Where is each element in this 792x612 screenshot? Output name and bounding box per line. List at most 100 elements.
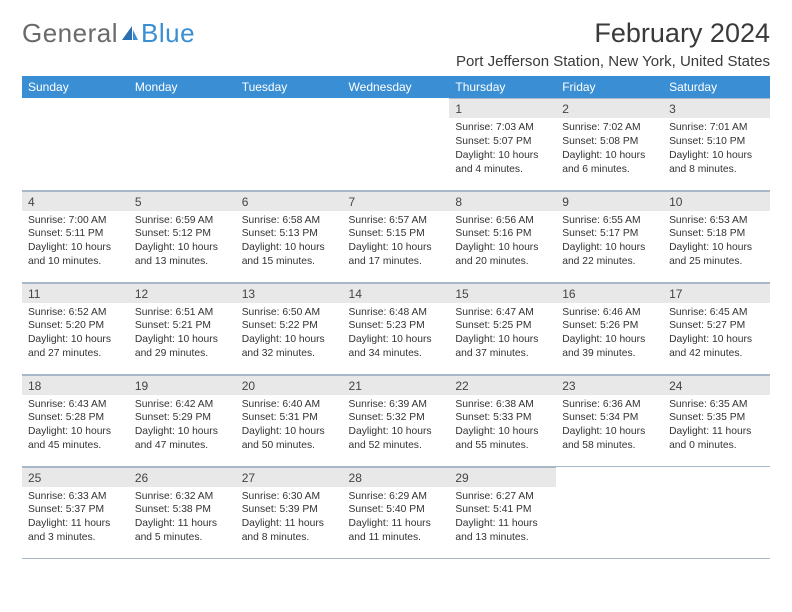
logo-text-blue: Blue bbox=[141, 18, 195, 49]
day-number: 14 bbox=[343, 283, 450, 303]
calendar-empty-cell bbox=[663, 466, 770, 558]
calendar-day-cell: 19Sunrise: 6:42 AMSunset: 5:29 PMDayligh… bbox=[129, 374, 236, 466]
day-info: Sunrise: 6:50 AMSunset: 5:22 PMDaylight:… bbox=[236, 303, 343, 364]
calendar-day-cell: 8Sunrise: 6:56 AMSunset: 5:16 PMDaylight… bbox=[449, 190, 556, 282]
day-number: 3 bbox=[663, 98, 770, 118]
day-header: Thursday bbox=[449, 76, 556, 98]
day-number: 10 bbox=[663, 191, 770, 211]
day-info: Sunrise: 6:43 AMSunset: 5:28 PMDaylight:… bbox=[22, 395, 129, 456]
day-number: 22 bbox=[449, 375, 556, 395]
day-info: Sunrise: 6:48 AMSunset: 5:23 PMDaylight:… bbox=[343, 303, 450, 364]
calendar-body: 1Sunrise: 7:03 AMSunset: 5:07 PMDaylight… bbox=[22, 98, 770, 558]
day-number: 16 bbox=[556, 283, 663, 303]
day-info: Sunrise: 6:53 AMSunset: 5:18 PMDaylight:… bbox=[663, 211, 770, 272]
calendar-day-cell: 10Sunrise: 6:53 AMSunset: 5:18 PMDayligh… bbox=[663, 190, 770, 282]
calendar-day-cell: 6Sunrise: 6:58 AMSunset: 5:13 PMDaylight… bbox=[236, 190, 343, 282]
day-info: Sunrise: 6:30 AMSunset: 5:39 PMDaylight:… bbox=[236, 487, 343, 548]
day-info: Sunrise: 6:47 AMSunset: 5:25 PMDaylight:… bbox=[449, 303, 556, 364]
day-info: Sunrise: 6:36 AMSunset: 5:34 PMDaylight:… bbox=[556, 395, 663, 456]
day-info: Sunrise: 6:45 AMSunset: 5:27 PMDaylight:… bbox=[663, 303, 770, 364]
day-number: 2 bbox=[556, 98, 663, 118]
calendar-day-cell: 11Sunrise: 6:52 AMSunset: 5:20 PMDayligh… bbox=[22, 282, 129, 374]
title-block: February 2024 Port Jefferson Station, Ne… bbox=[456, 18, 770, 70]
day-number: 9 bbox=[556, 191, 663, 211]
day-number: 24 bbox=[663, 375, 770, 395]
day-info: Sunrise: 7:00 AMSunset: 5:11 PMDaylight:… bbox=[22, 211, 129, 272]
day-number: 4 bbox=[22, 191, 129, 211]
calendar-day-cell: 18Sunrise: 6:43 AMSunset: 5:28 PMDayligh… bbox=[22, 374, 129, 466]
calendar-day-cell: 9Sunrise: 6:55 AMSunset: 5:17 PMDaylight… bbox=[556, 190, 663, 282]
calendar-empty-cell bbox=[343, 98, 450, 190]
day-header: Saturday bbox=[663, 76, 770, 98]
calendar-day-cell: 26Sunrise: 6:32 AMSunset: 5:38 PMDayligh… bbox=[129, 466, 236, 558]
day-number: 27 bbox=[236, 467, 343, 487]
day-info: Sunrise: 6:27 AMSunset: 5:41 PMDaylight:… bbox=[449, 487, 556, 548]
calendar-day-cell: 3Sunrise: 7:01 AMSunset: 5:10 PMDaylight… bbox=[663, 98, 770, 190]
day-number: 18 bbox=[22, 375, 129, 395]
calendar-day-cell: 17Sunrise: 6:45 AMSunset: 5:27 PMDayligh… bbox=[663, 282, 770, 374]
day-number: 19 bbox=[129, 375, 236, 395]
calendar-table: SundayMondayTuesdayWednesdayThursdayFrid… bbox=[22, 76, 770, 559]
calendar-empty-cell bbox=[22, 98, 129, 190]
day-info: Sunrise: 6:56 AMSunset: 5:16 PMDaylight:… bbox=[449, 211, 556, 272]
day-info: Sunrise: 6:38 AMSunset: 5:33 PMDaylight:… bbox=[449, 395, 556, 456]
calendar-day-cell: 1Sunrise: 7:03 AMSunset: 5:07 PMDaylight… bbox=[449, 98, 556, 190]
day-number: 23 bbox=[556, 375, 663, 395]
day-number: 7 bbox=[343, 191, 450, 211]
day-number: 5 bbox=[129, 191, 236, 211]
month-title: February 2024 bbox=[456, 18, 770, 49]
day-info: Sunrise: 6:58 AMSunset: 5:13 PMDaylight:… bbox=[236, 211, 343, 272]
location-text: Port Jefferson Station, New York, United… bbox=[456, 53, 770, 70]
day-info: Sunrise: 6:51 AMSunset: 5:21 PMDaylight:… bbox=[129, 303, 236, 364]
day-number: 28 bbox=[343, 467, 450, 487]
calendar-day-cell: 12Sunrise: 6:51 AMSunset: 5:21 PMDayligh… bbox=[129, 282, 236, 374]
day-info: Sunrise: 7:01 AMSunset: 5:10 PMDaylight:… bbox=[663, 118, 770, 179]
calendar-day-cell: 29Sunrise: 6:27 AMSunset: 5:41 PMDayligh… bbox=[449, 466, 556, 558]
day-info: Sunrise: 6:33 AMSunset: 5:37 PMDaylight:… bbox=[22, 487, 129, 548]
day-header: Sunday bbox=[22, 76, 129, 98]
day-info: Sunrise: 6:42 AMSunset: 5:29 PMDaylight:… bbox=[129, 395, 236, 456]
day-info: Sunrise: 7:03 AMSunset: 5:07 PMDaylight:… bbox=[449, 118, 556, 179]
logo-text-general: General bbox=[22, 18, 118, 49]
calendar-page: General Blue February 2024 Port Jefferso… bbox=[22, 18, 770, 559]
day-number: 20 bbox=[236, 375, 343, 395]
day-number: 15 bbox=[449, 283, 556, 303]
day-info: Sunrise: 6:40 AMSunset: 5:31 PMDaylight:… bbox=[236, 395, 343, 456]
day-info: Sunrise: 6:59 AMSunset: 5:12 PMDaylight:… bbox=[129, 211, 236, 272]
calendar-day-cell: 27Sunrise: 6:30 AMSunset: 5:39 PMDayligh… bbox=[236, 466, 343, 558]
day-header-row: SundayMondayTuesdayWednesdayThursdayFrid… bbox=[22, 76, 770, 98]
calendar-day-cell: 13Sunrise: 6:50 AMSunset: 5:22 PMDayligh… bbox=[236, 282, 343, 374]
day-number: 12 bbox=[129, 283, 236, 303]
day-number: 1 bbox=[449, 98, 556, 118]
calendar-day-cell: 20Sunrise: 6:40 AMSunset: 5:31 PMDayligh… bbox=[236, 374, 343, 466]
day-number: 17 bbox=[663, 283, 770, 303]
day-number: 29 bbox=[449, 467, 556, 487]
calendar-day-cell: 28Sunrise: 6:29 AMSunset: 5:40 PMDayligh… bbox=[343, 466, 450, 558]
day-info: Sunrise: 6:52 AMSunset: 5:20 PMDaylight:… bbox=[22, 303, 129, 364]
page-header: General Blue February 2024 Port Jefferso… bbox=[22, 18, 770, 70]
day-header: Monday bbox=[129, 76, 236, 98]
calendar-day-cell: 15Sunrise: 6:47 AMSunset: 5:25 PMDayligh… bbox=[449, 282, 556, 374]
day-number: 13 bbox=[236, 283, 343, 303]
logo-sail-icon bbox=[120, 28, 140, 42]
day-number: 8 bbox=[449, 191, 556, 211]
day-number: 25 bbox=[22, 467, 129, 487]
calendar-week-row: 25Sunrise: 6:33 AMSunset: 5:37 PMDayligh… bbox=[22, 466, 770, 558]
calendar-day-cell: 25Sunrise: 6:33 AMSunset: 5:37 PMDayligh… bbox=[22, 466, 129, 558]
day-number: 6 bbox=[236, 191, 343, 211]
day-info: Sunrise: 6:46 AMSunset: 5:26 PMDaylight:… bbox=[556, 303, 663, 364]
calendar-day-cell: 14Sunrise: 6:48 AMSunset: 5:23 PMDayligh… bbox=[343, 282, 450, 374]
calendar-day-cell: 22Sunrise: 6:38 AMSunset: 5:33 PMDayligh… bbox=[449, 374, 556, 466]
calendar-day-cell: 16Sunrise: 6:46 AMSunset: 5:26 PMDayligh… bbox=[556, 282, 663, 374]
calendar-empty-cell bbox=[129, 98, 236, 190]
logo: General Blue bbox=[22, 18, 195, 49]
day-info: Sunrise: 6:39 AMSunset: 5:32 PMDaylight:… bbox=[343, 395, 450, 456]
calendar-day-cell: 4Sunrise: 7:00 AMSunset: 5:11 PMDaylight… bbox=[22, 190, 129, 282]
day-number: 26 bbox=[129, 467, 236, 487]
day-info: Sunrise: 6:35 AMSunset: 5:35 PMDaylight:… bbox=[663, 395, 770, 456]
day-number: 11 bbox=[22, 283, 129, 303]
calendar-week-row: 4Sunrise: 7:00 AMSunset: 5:11 PMDaylight… bbox=[22, 190, 770, 282]
day-info: Sunrise: 6:29 AMSunset: 5:40 PMDaylight:… bbox=[343, 487, 450, 548]
calendar-day-cell: 5Sunrise: 6:59 AMSunset: 5:12 PMDaylight… bbox=[129, 190, 236, 282]
day-info: Sunrise: 7:02 AMSunset: 5:08 PMDaylight:… bbox=[556, 118, 663, 179]
